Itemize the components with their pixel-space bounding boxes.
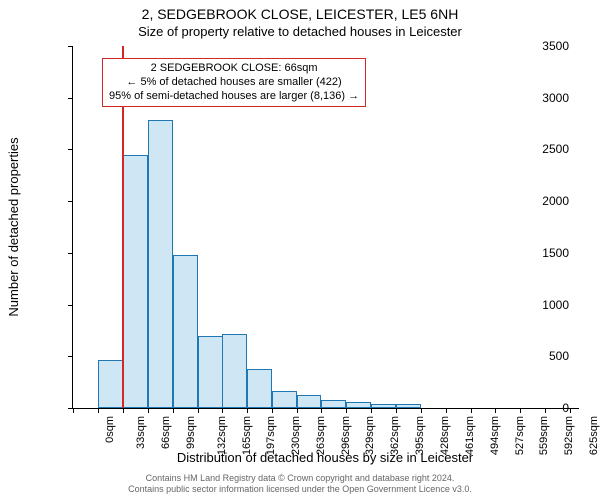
x-tick-label: 99sqm	[185, 416, 197, 449]
x-tick	[421, 408, 422, 413]
y-tick-label: 0	[562, 401, 569, 415]
footer-line1: Contains HM Land Registry data © Crown c…	[146, 473, 455, 483]
x-tick-label: 625sqm	[588, 416, 600, 455]
histogram-bar	[148, 120, 173, 408]
x-tick	[520, 408, 521, 413]
x-tick	[545, 408, 546, 413]
x-tick	[396, 408, 397, 413]
x-tick	[148, 408, 149, 413]
x-tick-label: 66sqm	[160, 416, 172, 449]
y-tick-label: 2000	[542, 194, 569, 208]
y-tick-label: 1500	[542, 246, 569, 260]
histogram-bar	[123, 155, 148, 408]
histogram-bar	[346, 402, 371, 408]
footer-line2: Contains public sector information licen…	[128, 484, 472, 494]
title-subtitle: Size of property relative to detached ho…	[0, 24, 600, 39]
x-tick	[297, 408, 298, 413]
x-tick-label: 0sqm	[104, 416, 116, 443]
histogram-bar	[396, 404, 421, 408]
histogram-bar	[321, 400, 346, 408]
x-tick	[272, 408, 273, 413]
x-tick	[495, 408, 496, 413]
x-tick	[471, 408, 472, 413]
x-tick	[123, 408, 124, 413]
x-axis-label: Distribution of detached houses by size …	[72, 450, 578, 465]
histogram-bar	[222, 334, 247, 408]
x-tick	[222, 408, 223, 413]
histogram-bar	[247, 369, 272, 408]
x-tick	[173, 408, 174, 413]
x-tick-label: 33sqm	[135, 416, 147, 449]
histogram-bar	[272, 391, 297, 408]
x-tick	[98, 408, 99, 413]
x-tick	[371, 408, 372, 413]
y-tick-label: 1000	[542, 298, 569, 312]
annotation-line: ← 5% of detached houses are smaller (422…	[109, 76, 359, 90]
x-tick	[198, 408, 199, 413]
title-address: 2, SEDGEBROOK CLOSE, LEICESTER, LE5 6NH	[0, 6, 600, 22]
footer-attribution: Contains HM Land Registry data © Crown c…	[0, 473, 600, 495]
histogram-bar	[297, 395, 322, 408]
x-tick	[446, 408, 447, 413]
x-tick	[321, 408, 322, 413]
annotation-line: 2 SEDGEBROOK CLOSE: 66sqm	[109, 62, 359, 76]
annotation-box: 2 SEDGEBROOK CLOSE: 66sqm← 5% of detache…	[102, 58, 366, 107]
y-tick-label: 500	[549, 349, 569, 363]
chart-container: 2, SEDGEBROOK CLOSE, LEICESTER, LE5 6NH …	[0, 0, 600, 500]
x-tick	[346, 408, 347, 413]
y-tick-label: 2500	[542, 142, 569, 156]
y-axis-label: Number of detached properties	[6, 46, 26, 408]
y-tick-label: 3500	[542, 39, 569, 53]
histogram-bar	[371, 404, 396, 408]
histogram-bar	[98, 360, 123, 408]
x-tick	[247, 408, 248, 413]
y-tick-label: 3000	[542, 91, 569, 105]
x-tick	[73, 408, 74, 413]
x-tick	[570, 408, 571, 413]
annotation-line: 95% of semi-detached houses are larger (…	[109, 90, 359, 104]
histogram-bar	[173, 255, 198, 408]
histogram-bar	[198, 336, 223, 408]
